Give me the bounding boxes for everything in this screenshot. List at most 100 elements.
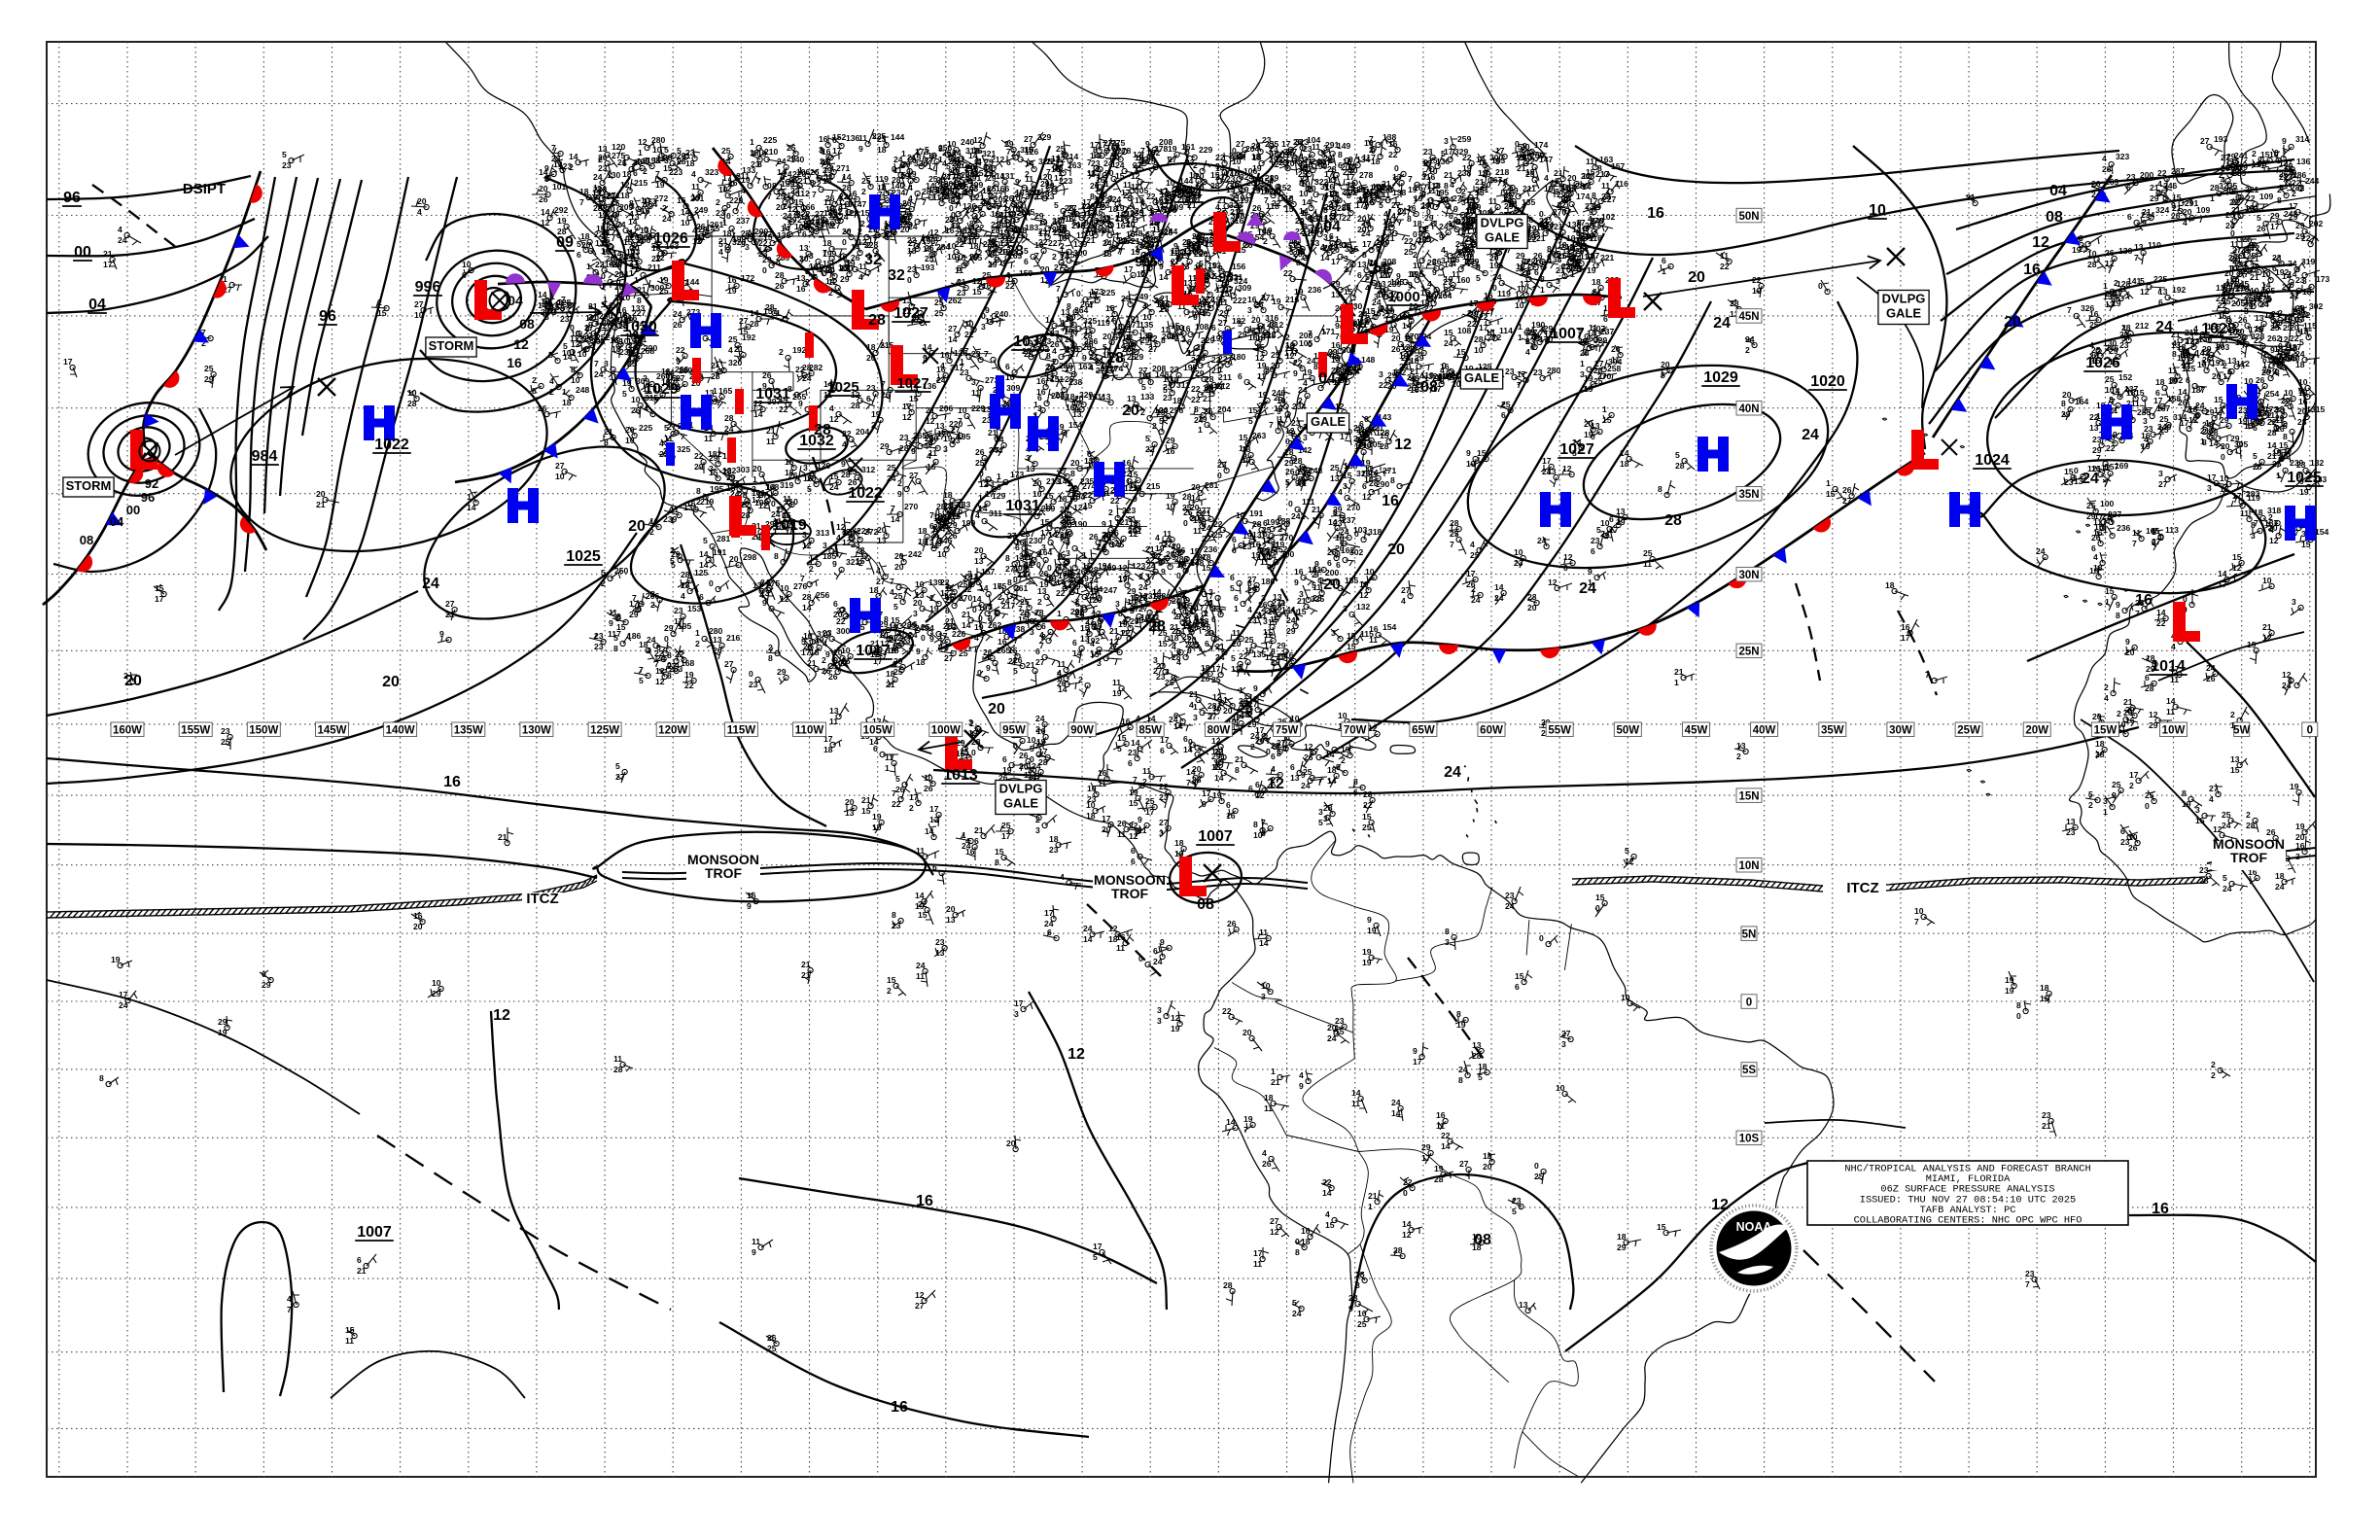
svg-text:211: 211 <box>648 262 661 272</box>
svg-text:2: 2 <box>643 373 648 383</box>
svg-text:1: 1 <box>962 830 966 840</box>
svg-text:5: 5 <box>801 637 806 647</box>
svg-text:14: 14 <box>779 394 788 403</box>
svg-text:12: 12 <box>2149 710 2158 719</box>
svg-text:14: 14 <box>1086 225 1096 234</box>
svg-text:7: 7 <box>1055 379 1060 389</box>
svg-text:136: 136 <box>1138 331 1153 340</box>
svg-text:3: 3 <box>1157 1005 1162 1015</box>
svg-text:15: 15 <box>1292 240 1302 250</box>
svg-text:29: 29 <box>1254 211 1264 221</box>
svg-text:15: 15 <box>945 592 955 602</box>
svg-text:22: 22 <box>1211 355 1221 365</box>
svg-text:6: 6 <box>1501 410 1506 420</box>
svg-text:15: 15 <box>1065 325 1074 334</box>
svg-text:12: 12 <box>1182 621 1192 631</box>
svg-text:13: 13 <box>982 404 992 414</box>
svg-text:12: 12 <box>1240 698 1249 708</box>
svg-text:10: 10 <box>1086 800 1096 810</box>
svg-text:18: 18 <box>726 483 736 493</box>
svg-text:4: 4 <box>728 345 733 355</box>
svg-text:28: 28 <box>991 226 1000 235</box>
svg-text:11: 11 <box>858 262 867 271</box>
svg-text:328: 328 <box>609 258 623 267</box>
svg-text:8: 8 <box>990 250 995 260</box>
svg-text:1: 1 <box>1540 285 1545 295</box>
svg-text:16: 16 <box>1369 624 1379 634</box>
svg-text:15: 15 <box>861 806 871 816</box>
svg-text:25: 25 <box>1561 193 1571 203</box>
svg-text:9: 9 <box>897 489 902 499</box>
svg-text:227: 227 <box>1481 306 1495 316</box>
svg-text:10: 10 <box>1272 188 1281 197</box>
svg-text:20: 20 <box>936 175 946 185</box>
svg-text:242: 242 <box>908 549 923 559</box>
svg-text:26: 26 <box>696 222 706 231</box>
svg-text:4: 4 <box>866 251 871 261</box>
svg-text:27: 27 <box>1105 314 1115 324</box>
svg-text:14: 14 <box>628 217 638 227</box>
svg-text:3: 3 <box>1130 606 1135 615</box>
svg-text:14: 14 <box>2111 386 2120 396</box>
svg-text:0: 0 <box>2290 280 2294 290</box>
svg-text:302: 302 <box>2169 375 2184 385</box>
svg-text:10: 10 <box>1301 179 1311 189</box>
svg-text:16: 16 <box>610 214 619 224</box>
svg-text:10: 10 <box>947 252 957 262</box>
svg-text:15: 15 <box>1008 646 1018 655</box>
svg-text:7: 7 <box>2233 495 2238 505</box>
svg-text:1: 1 <box>1098 151 1102 160</box>
svg-text:12: 12 <box>2279 334 2289 344</box>
svg-text:20: 20 <box>1489 253 1499 262</box>
svg-text:8: 8 <box>995 858 999 867</box>
svg-text:14: 14 <box>467 503 476 512</box>
svg-text:27: 27 <box>724 659 734 669</box>
svg-text:4: 4 <box>2171 642 2176 651</box>
svg-text:14: 14 <box>1402 321 1412 331</box>
svg-text:23: 23 <box>1251 326 1261 335</box>
svg-text:12: 12 <box>1118 563 1128 573</box>
svg-text:13: 13 <box>1061 307 1070 317</box>
svg-text:21: 21 <box>445 610 455 619</box>
svg-text:4: 4 <box>2193 324 2198 333</box>
svg-text:3: 3 <box>819 145 823 155</box>
svg-text:2: 2 <box>2222 361 2227 370</box>
svg-text:18: 18 <box>1264 1093 1274 1102</box>
svg-text:136: 136 <box>923 381 937 391</box>
svg-text:28: 28 <box>1252 519 1262 529</box>
svg-text:3: 3 <box>1030 627 1034 637</box>
svg-text:13: 13 <box>705 388 715 398</box>
svg-text:23: 23 <box>1226 174 1236 184</box>
svg-text:DSIPT: DSIPT <box>183 181 226 197</box>
svg-text:10: 10 <box>2117 719 2126 729</box>
svg-text:3: 3 <box>1343 481 1348 491</box>
svg-text:291: 291 <box>2185 198 2199 208</box>
svg-text:191: 191 <box>1154 195 1169 205</box>
svg-text:11: 11 <box>823 390 832 400</box>
svg-text:151: 151 <box>1205 239 1219 249</box>
svg-text:3: 3 <box>971 377 976 387</box>
svg-text:7: 7 <box>779 171 784 181</box>
svg-text:24: 24 <box>2288 259 2297 268</box>
svg-text:14: 14 <box>1322 1188 1332 1198</box>
svg-text:2: 2 <box>1196 261 1201 270</box>
svg-text:13: 13 <box>1472 1040 1482 1050</box>
svg-text:14: 14 <box>1364 474 1374 484</box>
svg-text:2: 2 <box>805 277 810 287</box>
svg-text:245: 245 <box>1021 207 1035 217</box>
svg-text:11: 11 <box>1057 659 1066 669</box>
svg-text:15: 15 <box>1826 489 1836 499</box>
svg-text:9: 9 <box>986 663 991 673</box>
svg-text:114: 114 <box>1499 326 1513 335</box>
svg-text:6: 6 <box>1037 393 1042 402</box>
svg-text:260: 260 <box>1076 567 1091 577</box>
svg-text:239: 239 <box>1387 279 1402 289</box>
svg-text:272: 272 <box>864 527 879 537</box>
svg-text:4: 4 <box>691 169 696 179</box>
svg-text:266: 266 <box>646 591 660 601</box>
svg-text:24: 24 <box>1327 1033 1337 1043</box>
svg-text:10: 10 <box>947 241 957 251</box>
svg-text:27: 27 <box>1173 612 1183 621</box>
svg-text:14: 14 <box>2261 280 2271 290</box>
svg-text:13: 13 <box>1014 200 1024 210</box>
